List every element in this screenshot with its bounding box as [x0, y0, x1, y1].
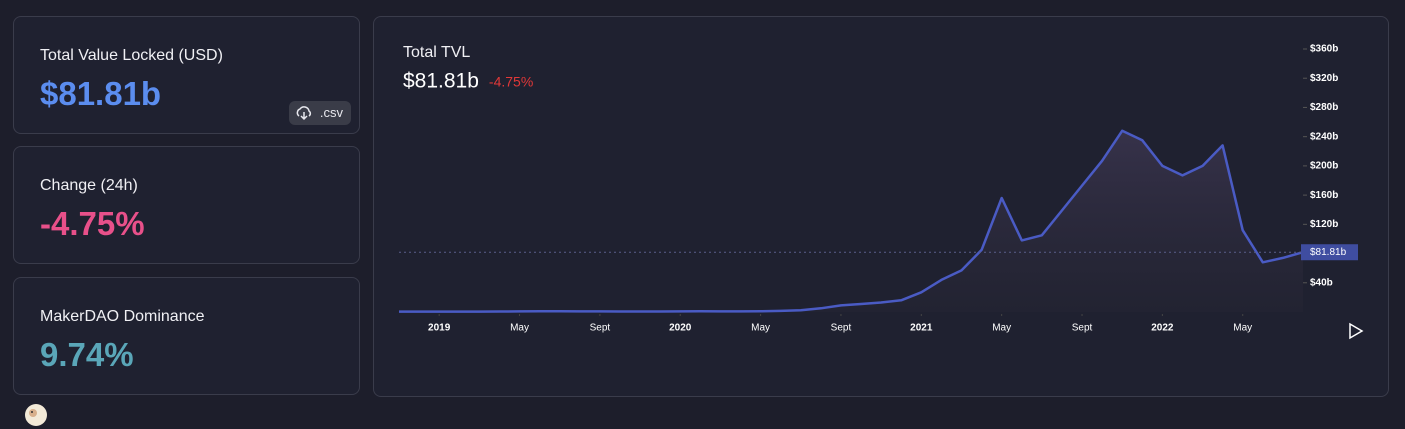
card-label: Total Value Locked (USD): [40, 47, 223, 64]
tvl-card: Total Value Locked (USD) $81.81b .csv: [13, 16, 360, 134]
card-value: $81.81b: [40, 75, 162, 112]
y-tick-label: $160b: [1310, 190, 1338, 201]
logo[interactable]: [22, 400, 50, 428]
x-tick-label: 2022: [1151, 323, 1174, 334]
chart-title: Total TVL: [403, 44, 470, 61]
download-icon: [296, 106, 312, 121]
card-value: -4.75%: [40, 205, 145, 242]
x-tick-label: May: [510, 323, 529, 334]
current-marker-label: $81.81b: [1310, 247, 1347, 258]
dominance-card: MakerDAO Dominance 9.74%: [13, 277, 360, 395]
tvl-line: [399, 129, 1304, 313]
y-tick-label: $320b: [1310, 73, 1338, 84]
card-label: Change (24h): [40, 177, 138, 194]
change-card: Change (24h) -4.75%: [13, 146, 360, 264]
y-tick-label: $240b: [1310, 131, 1338, 142]
x-tick-label: 2021: [910, 323, 933, 334]
y-tick-label: $40b: [1310, 277, 1333, 288]
y-tick-label: $360b: [1310, 44, 1338, 55]
current-value: $81.81b: [403, 70, 479, 93]
x-tick-label: May: [992, 323, 1011, 334]
current-marker: [1301, 244, 1358, 261]
x-tick-label: May: [751, 323, 770, 334]
card-value: 9.74%: [40, 336, 134, 373]
csv-label: .csv: [319, 105, 343, 120]
x-tick-label: 2020: [669, 323, 692, 334]
x-tick-label: Sept: [1072, 323, 1093, 334]
x-tick-label: 2019: [428, 323, 451, 334]
y-tick-label: $120b: [1310, 219, 1338, 230]
play-button[interactable]: [1349, 322, 1364, 340]
y-tick-label: $200b: [1310, 161, 1338, 172]
x-tick-label: May: [1233, 323, 1252, 334]
chart: Total TVL $81.81b -4.75% $40b $120b $160b $…: [399, 44, 1364, 340]
x-tick-label: Sept: [831, 323, 852, 334]
chart-panel: Total TVL $81.81b -4.75% $40b $120b $160b $…: [373, 16, 1389, 397]
csv-button[interactable]: .csv: [289, 101, 351, 125]
card-label: MakerDAO Dominance: [40, 308, 205, 325]
y-tick-label: $280b: [1310, 102, 1338, 113]
area-fill: [399, 130, 1303, 312]
x-tick-label: Sept: [590, 323, 611, 334]
change-value: -4.75%: [489, 74, 533, 90]
